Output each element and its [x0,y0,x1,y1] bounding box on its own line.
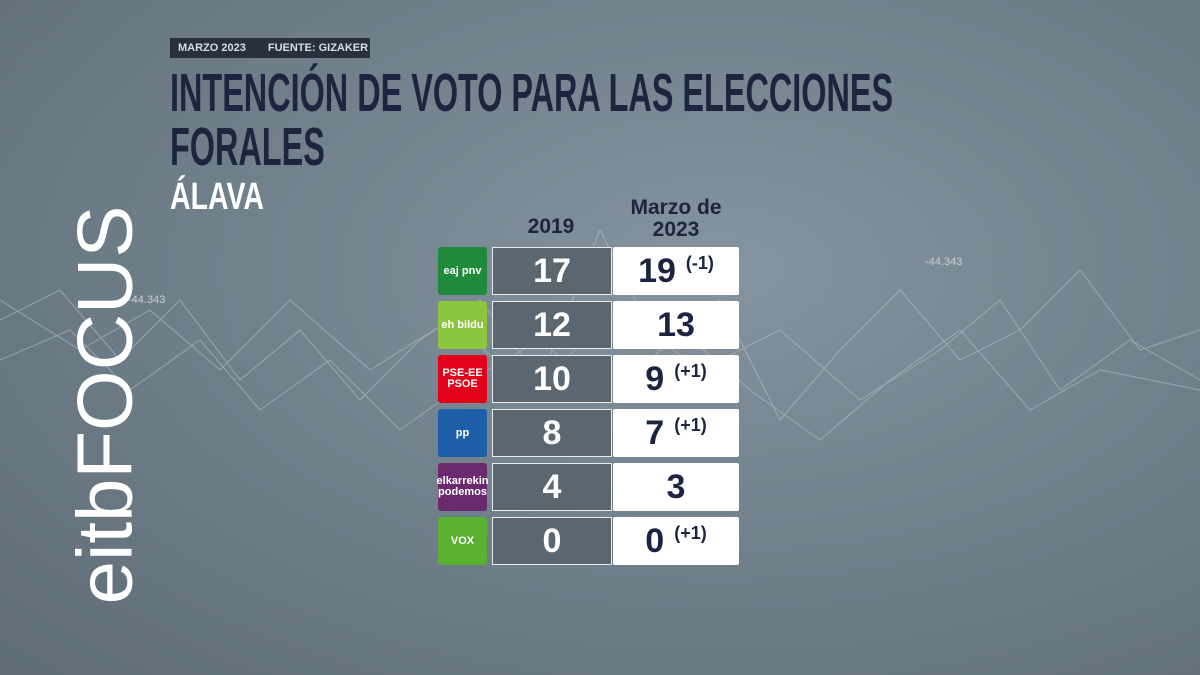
value-2019: 8 [492,409,612,457]
title: INTENCIÓN DE VOTO PARA LAS ELECCIONES FO… [170,63,894,177]
background-label: -44.343 [128,294,166,306]
background-label: -44.343 [925,256,963,268]
seat-change: (+1) [674,523,707,543]
value-2019: 4 [492,463,612,511]
value-2023: 19 [638,251,676,290]
value-2023-cell: 7 (+1) [613,409,739,457]
column-header: Marzo de 2023 [630,196,722,241]
value-2019: 10 [492,355,612,403]
column-header: 2019 [527,215,575,238]
value-2023-cell: 0 (+1) [613,517,739,565]
value-2023: 9 [645,359,665,398]
value-2023: 3 [666,467,686,506]
value-2019: 17 [492,247,612,295]
info-tag: MARZO 2023 FUENTE: GIZAKER [170,38,370,58]
party-logo: eh bildu [438,301,487,349]
value-2023: 13 [657,305,695,344]
subtitle: ÁLAVA [170,176,264,218]
value-2023-cell: 3 [613,463,739,511]
seat-change: (+1) [674,361,707,381]
party-logo: VOX [438,517,487,565]
value-2023-cell: 9 (+1) [613,355,739,403]
value-2023: 0 [645,521,665,560]
value-2019: 12 [492,301,612,349]
brand: eitbFOCUS [60,205,149,605]
value-2023: 7 [645,413,665,452]
party-logo: elkarrekin podemos [437,463,489,511]
party-logo: pp [438,409,487,457]
value-2019: 0 [492,517,612,565]
value-2023-cell: 19 (-1) [613,247,739,295]
source: FUENTE: GIZAKER [267,42,369,54]
value-2023-cell: 13 [613,301,739,349]
seat-change: (-1) [685,253,714,273]
seat-change: (+1) [674,415,707,435]
party-logo: PSE-EE PSOE [438,355,487,403]
party-logo: eaj pnv [438,247,487,295]
date: MARZO 2023 [178,42,246,54]
